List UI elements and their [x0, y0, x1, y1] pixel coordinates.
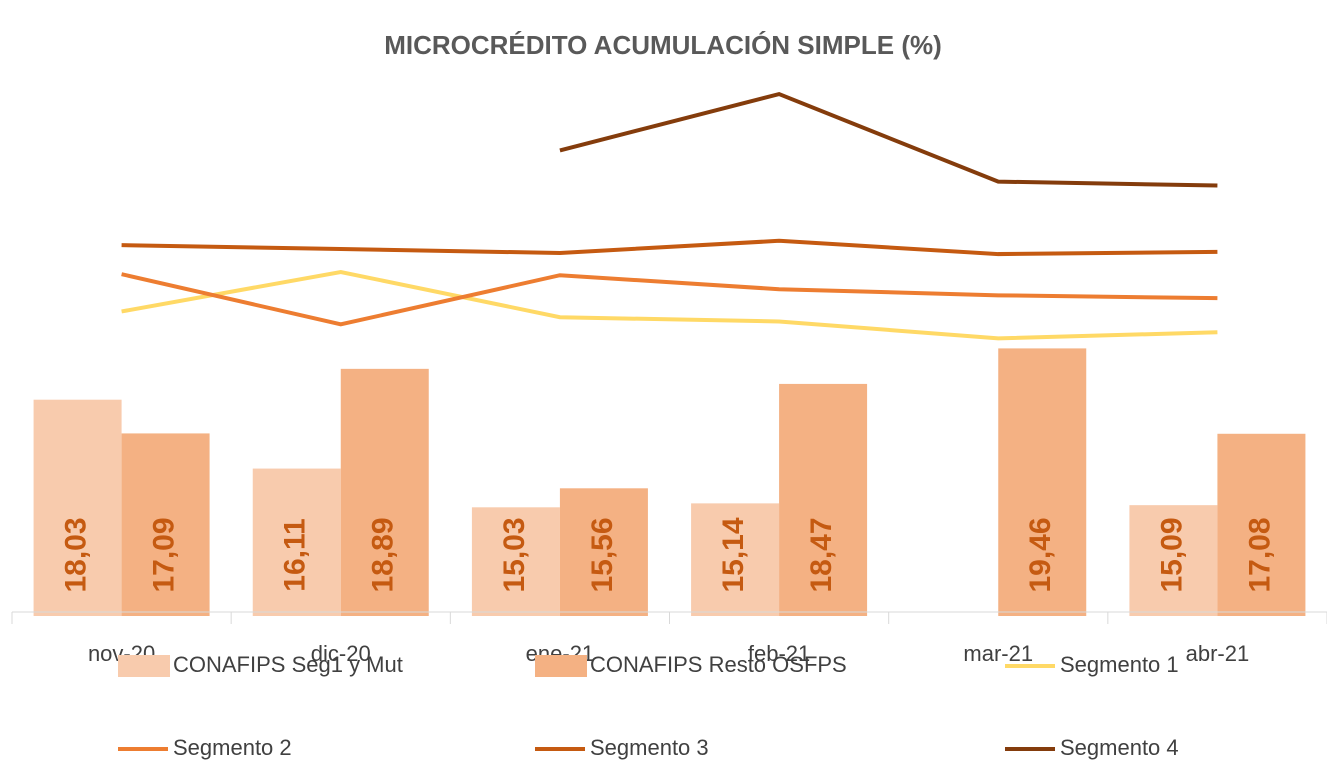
- bar: [252, 468, 341, 616]
- data-label: 18,47: [805, 517, 838, 592]
- legend-label: Segmento 2: [173, 735, 292, 760]
- bar: [998, 348, 1087, 616]
- data-label: 17,08: [1243, 517, 1276, 592]
- data-label: 16,11: [279, 518, 312, 591]
- x-tick-label: mar-21: [963, 641, 1033, 666]
- line: [121, 269, 1218, 341]
- line: [559, 91, 1218, 188]
- legend-swatch: [535, 655, 587, 677]
- legend-label: Segmento 3: [590, 735, 709, 760]
- data-label: 15,14: [717, 517, 750, 592]
- data-label: 15,56: [586, 517, 619, 592]
- x-tick-label: dic-20: [311, 641, 371, 666]
- data-label: 15,09: [1155, 517, 1188, 592]
- bar: [340, 368, 429, 616]
- data-label: 17,09: [148, 517, 181, 592]
- data-label: 18,03: [60, 517, 93, 592]
- bar: [779, 383, 868, 616]
- legend-label: CONAFIPS Seg1 y Mut: [173, 652, 403, 677]
- x-tick-label: feb-21: [748, 641, 810, 666]
- bar: [1129, 505, 1218, 616]
- line: [121, 272, 1218, 327]
- data-label: 18,89: [367, 517, 400, 592]
- chart-title: MICROCRÉDITO ACUMULACIÓN SIMPLE (%): [384, 30, 942, 60]
- data-label: 15,03: [498, 517, 531, 592]
- bar: [691, 503, 780, 616]
- bar: [559, 488, 648, 616]
- x-tick-label: abr-21: [1186, 641, 1250, 666]
- bar: [33, 399, 122, 616]
- legend-swatch: [118, 655, 170, 677]
- legend-label: Segmento 4: [1060, 735, 1179, 760]
- bar: [1217, 433, 1306, 616]
- line: [121, 238, 1218, 257]
- bar: [121, 433, 210, 616]
- data-label: 19,46: [1024, 517, 1057, 592]
- legend-label: CONAFIPS Resto OSFPS: [590, 652, 847, 677]
- legend-label: Segmento 1: [1060, 652, 1179, 677]
- bar: [471, 507, 560, 616]
